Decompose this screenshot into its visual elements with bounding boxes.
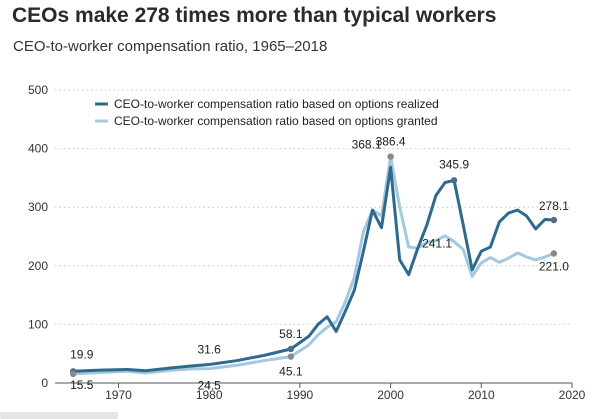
series-line-granted — [71, 155, 556, 376]
data-label: 278.1 — [539, 199, 569, 213]
data-point — [69, 370, 77, 378]
data-point — [287, 345, 295, 353]
data-label: 221.0 — [539, 259, 569, 273]
grid-lines — [55, 89, 572, 325]
data-label: 19.9 — [70, 347, 94, 361]
data-label: 45.1 — [279, 365, 303, 379]
x-tick-label: 1990 — [287, 388, 314, 402]
y-tick-label: 200 — [28, 259, 48, 273]
scroll-indicator — [0, 412, 118, 419]
annotation-points — [69, 153, 558, 378]
y-tick-label: 100 — [28, 317, 48, 331]
data-label: 368.1 — [352, 137, 382, 151]
series-line-realized — [71, 165, 556, 373]
y-tick-label: 300 — [28, 200, 48, 214]
y-tick-label: 500 — [28, 83, 48, 97]
y-tick-label: 0 — [41, 376, 48, 390]
chart-title: CEOs make 278 times more than typical wo… — [12, 4, 497, 27]
data-point — [450, 177, 458, 184]
x-tick-label: 1970 — [105, 388, 132, 402]
data-label: 241.1 — [422, 237, 452, 251]
x-tick-label: 1980 — [196, 388, 223, 402]
data-label: 386.4 — [376, 135, 406, 149]
data-label: 31.6 — [198, 342, 222, 356]
data-point — [550, 250, 558, 257]
data-point — [387, 153, 394, 160]
axes: 0 100 200 300 400 500 1970 1980 1990 2000 2010 2020 — [28, 83, 586, 402]
x-tick-label: 2010 — [468, 388, 495, 402]
data-label: 24.5 — [198, 379, 222, 393]
x-tick-label: 2020 — [559, 388, 586, 402]
x-tick-label: 2000 — [377, 388, 404, 402]
data-label: 15.5 — [70, 378, 94, 392]
legend-label: CEO-to-worker compensation ratio based o… — [114, 114, 438, 128]
data-label: 345.9 — [439, 157, 469, 171]
data-label: 58.1 — [279, 327, 303, 341]
legend-label: CEO-to-worker compensation ratio based o… — [114, 97, 439, 111]
y-tick-label: 400 — [28, 142, 48, 156]
legend: CEO-to-worker compensation ratio based o… — [95, 97, 439, 128]
chart-subtitle: CEO-to-worker compensation ratio, 1965–2… — [13, 38, 328, 55]
data-point — [550, 216, 558, 224]
data-point — [287, 353, 295, 360]
series-lines — [71, 155, 556, 376]
